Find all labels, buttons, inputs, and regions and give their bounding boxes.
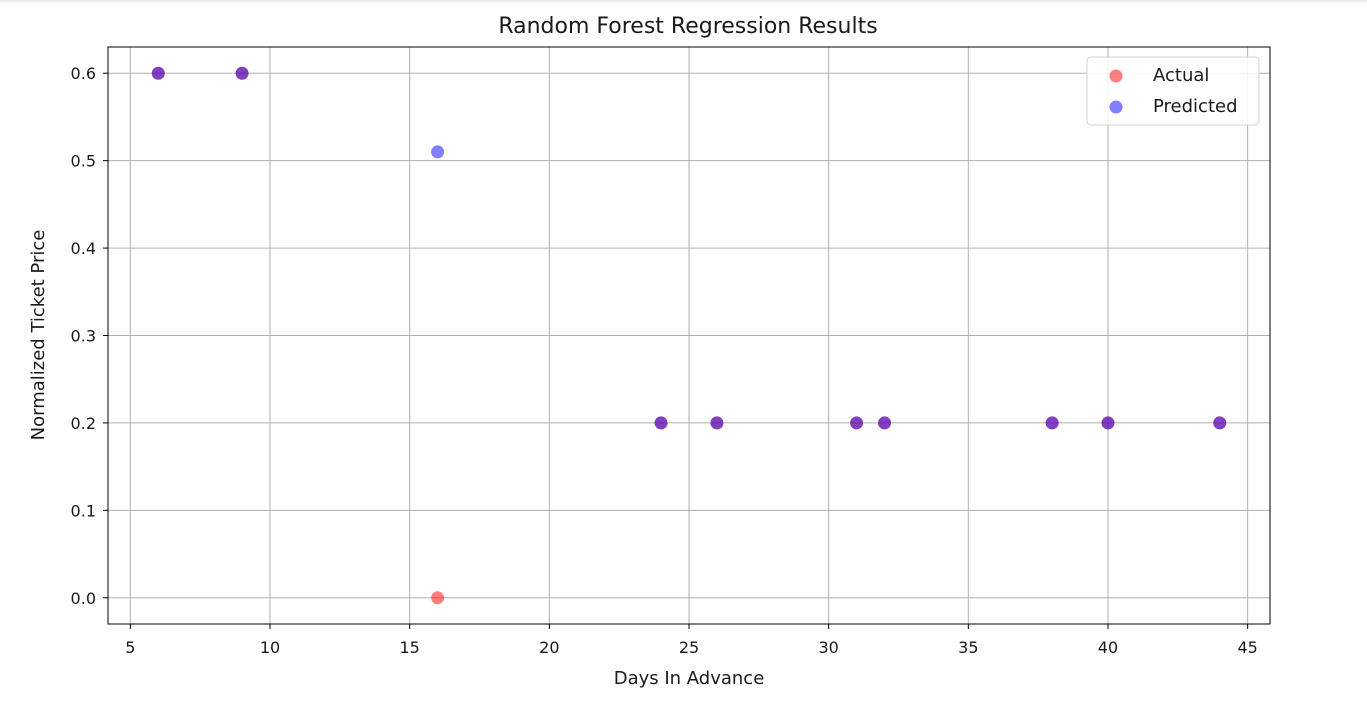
point-predicted [878,416,892,430]
legend-label-actual: Actual [1153,65,1209,86]
x-tick-label: 40 [1098,638,1118,657]
point-predicted [850,416,864,430]
x-tick-label: 10 [260,638,280,657]
x-tick-label: 20 [539,638,559,657]
y-tick-label: 0.2 [71,414,96,433]
legend-box [1086,56,1260,126]
x-tick-label: 15 [399,638,419,657]
point-predicted [151,66,165,80]
y-tick-label: 0.5 [71,152,96,171]
y-tick-label: 0.3 [71,327,96,346]
point-predicted [1045,416,1059,430]
x-axis-label: Days In Advance [614,668,765,689]
x-tick-label: 25 [679,638,699,657]
point-predicted [431,145,445,159]
point-predicted [710,416,724,430]
point-actual [431,591,445,605]
legend-marker-actual [1109,69,1123,83]
y-axis: 0.0 0.1 0.2 0.3 0.4 0.5 0.6 [71,64,108,608]
point-predicted [1213,416,1227,430]
legend-label-predicted: Predicted [1153,96,1238,117]
legend-marker-predicted [1109,100,1123,114]
legend: Actual Predicted [1086,56,1260,126]
x-tick-label: 30 [818,638,838,657]
y-tick-label: 0.6 [71,64,96,83]
chart-title: Random Forest Regression Results [498,14,877,39]
y-tick-label: 0.0 [71,589,96,608]
grid [108,47,1270,624]
scatter-points [151,66,1227,605]
point-predicted [235,66,249,80]
x-axis: 5 10 15 20 25 30 35 40 45 [125,624,1258,657]
point-predicted [654,416,668,430]
y-tick-label: 0.1 [71,501,96,520]
point-predicted [1101,416,1115,430]
top-strip [0,0,1367,4]
x-tick-label: 45 [1237,638,1257,657]
y-tick-label: 0.4 [71,239,96,258]
y-axis-label: Normalized Ticket Price [28,230,49,441]
x-tick-label: 35 [958,638,978,657]
x-tick-label: 5 [125,638,135,657]
